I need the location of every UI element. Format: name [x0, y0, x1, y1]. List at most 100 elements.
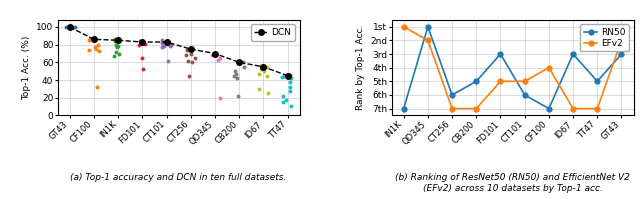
EFv2 — [497, 80, 504, 83]
RN50 — [593, 80, 601, 83]
Point — [286, 104, 296, 107]
Point — [93, 43, 103, 46]
RN50 — [472, 80, 480, 83]
RN50 — [618, 53, 625, 55]
Point — [159, 45, 170, 48]
RN50 — [569, 53, 577, 55]
Point — [232, 77, 243, 80]
Point — [277, 75, 287, 78]
Text: (b) Ranking of ResNet50 (RN50) and EfficientNet V2
(EFv2) across 10 datasets by : (b) Ranking of ResNet50 (RN50) and Effic… — [395, 173, 630, 192]
Point — [84, 39, 94, 42]
Point — [285, 73, 296, 76]
Point — [109, 55, 120, 58]
Point — [259, 70, 269, 73]
Point — [214, 96, 225, 99]
DCN — [284, 74, 291, 77]
Point — [166, 43, 177, 46]
Point — [94, 49, 104, 53]
Point — [184, 74, 194, 77]
RN50 — [545, 107, 553, 110]
Point — [285, 86, 295, 89]
Point — [285, 89, 296, 92]
Point — [285, 80, 295, 83]
EFv2 — [400, 25, 408, 28]
Point — [230, 70, 240, 73]
EFv2 — [448, 107, 456, 110]
Point — [188, 61, 198, 64]
Point — [63, 25, 74, 29]
Point — [157, 39, 167, 42]
DCN — [90, 38, 98, 41]
EFv2 — [569, 107, 577, 110]
Point — [166, 42, 177, 45]
Point — [114, 52, 124, 55]
Point — [285, 77, 296, 80]
Point — [278, 94, 288, 98]
Point — [140, 42, 150, 45]
Point — [257, 66, 267, 69]
DCN — [259, 66, 267, 68]
Y-axis label: Rank by Top-1 Acc.: Rank by Top-1 Acc. — [356, 25, 365, 110]
Point — [134, 43, 144, 46]
Point — [254, 72, 264, 75]
EFv2 — [424, 39, 432, 42]
Point — [233, 94, 243, 98]
Point — [112, 46, 122, 49]
Point — [158, 40, 168, 44]
Point — [261, 74, 271, 77]
Point — [256, 64, 266, 67]
Point — [163, 40, 173, 43]
Point — [182, 48, 192, 52]
Point — [185, 48, 195, 51]
Point — [138, 56, 148, 60]
EFv2 — [472, 107, 480, 110]
Point — [164, 44, 175, 47]
EFv2 — [618, 39, 625, 42]
Point — [157, 41, 167, 45]
Line: EFv2: EFv2 — [401, 24, 624, 111]
Point — [138, 67, 148, 70]
Point — [67, 25, 77, 29]
DCN — [163, 41, 170, 43]
Point — [111, 50, 121, 53]
Point — [278, 100, 289, 104]
Point — [183, 59, 193, 62]
Point — [231, 72, 241, 75]
Point — [163, 60, 173, 63]
Point — [136, 40, 146, 44]
Point — [92, 86, 102, 89]
Point — [113, 44, 124, 47]
Point — [137, 41, 147, 45]
RN50 — [448, 94, 456, 96]
Point — [110, 38, 120, 41]
Point — [186, 52, 196, 55]
Point — [229, 74, 239, 77]
Point — [262, 65, 272, 68]
DCN — [211, 52, 219, 55]
Point — [84, 48, 94, 52]
Point — [279, 74, 289, 77]
Point — [109, 39, 120, 42]
Point — [256, 68, 266, 71]
Point — [109, 40, 120, 43]
EFv2 — [593, 107, 601, 110]
Point — [61, 25, 71, 29]
RN50 — [400, 107, 408, 110]
DCN — [236, 61, 243, 63]
Point — [90, 46, 100, 49]
Point — [239, 65, 249, 68]
RN50 — [424, 25, 432, 28]
Point — [111, 43, 121, 46]
Point — [281, 98, 291, 101]
Point — [253, 87, 264, 91]
Text: (a) Top-1 accuracy and DCN in ten full datasets.: (a) Top-1 accuracy and DCN in ten full d… — [70, 173, 287, 182]
Point — [212, 58, 223, 61]
Point — [91, 48, 101, 51]
Point — [235, 62, 245, 65]
DCN — [115, 39, 122, 41]
Point — [190, 56, 200, 60]
Point — [210, 52, 220, 55]
RN50 — [521, 94, 529, 96]
EFv2 — [521, 80, 529, 83]
Point — [238, 61, 248, 64]
